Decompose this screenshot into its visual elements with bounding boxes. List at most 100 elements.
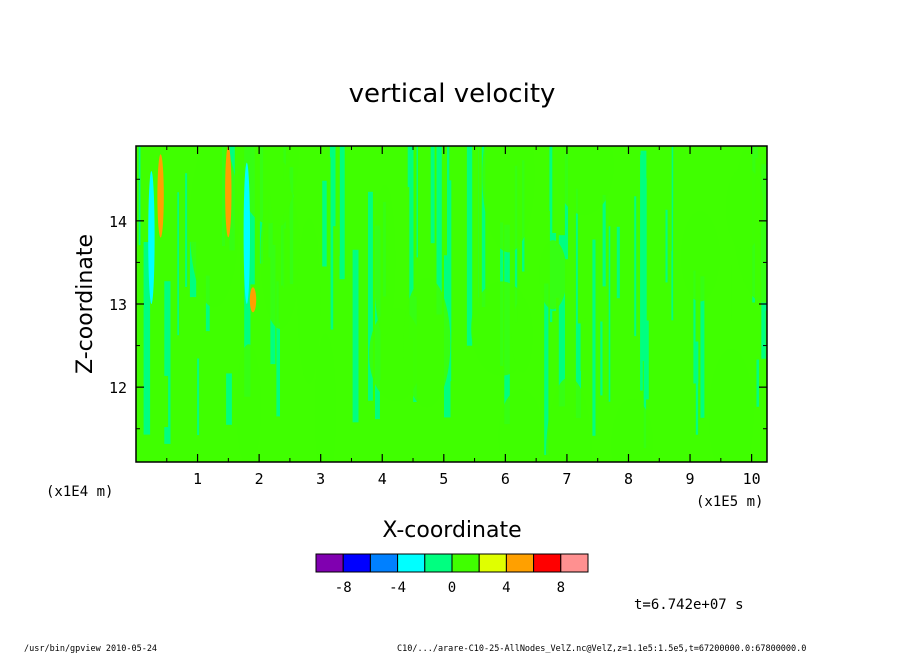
heatmap-patch (511, 298, 533, 373)
heatmap-streak (466, 146, 473, 346)
x-tick-label: 8 (624, 470, 633, 488)
heatmap-streak (143, 242, 151, 435)
heatmap-streak (634, 229, 639, 461)
heatmap-streak (616, 226, 620, 299)
heatmap-streak (558, 235, 565, 407)
y-tick-label: 14 (109, 213, 127, 231)
heatmap-streak (451, 253, 457, 342)
heatmap-streak (329, 146, 336, 330)
heatmap-patch (314, 333, 337, 462)
colorbar-swatch (451, 553, 480, 573)
heatmap-patch (554, 146, 614, 216)
heatmap-streak (157, 335, 164, 445)
heatmap-patch (236, 344, 262, 462)
heatmap-streak (226, 373, 232, 425)
heatmap-streak (695, 336, 699, 435)
colorbar-swatch (315, 553, 344, 573)
heatmap-streak (185, 173, 188, 287)
colorbar: -8 -4 0 4 8 (315, 553, 589, 596)
x-tick-label: 6 (501, 470, 510, 488)
heatmap-streak (536, 207, 542, 302)
heatmap-patch (482, 146, 535, 253)
heatmap-streak (276, 281, 280, 417)
heatmap-streak (673, 207, 678, 312)
heatmap-streak (250, 146, 255, 285)
heatmap-streak (390, 146, 397, 249)
heatmap-streak (360, 286, 364, 408)
heatmap-streak (530, 361, 537, 421)
heatmap-streak (436, 146, 442, 315)
heatmap-streak (407, 146, 414, 339)
y-axis: 12 13 14 (109, 178, 767, 430)
heatmap-feature-2 (225, 146, 232, 238)
heatmap-streak (402, 201, 404, 346)
heatmap-streak (317, 146, 324, 301)
heatmap-feature-4 (249, 287, 257, 313)
heatmap-streak (189, 241, 197, 298)
heatmap-streak (447, 180, 452, 382)
heatmap-streak (368, 191, 373, 401)
heatmap-streak (156, 382, 161, 436)
heatmap-streak (670, 260, 676, 438)
heatmap-streak (745, 278, 752, 380)
x-tick-label: 1 (193, 470, 202, 488)
colorbar-swatch (397, 553, 426, 573)
heatmap-streak (453, 191, 459, 304)
x-tick-label: 7 (562, 470, 571, 488)
colorbar-tick-label: 0 (448, 580, 456, 596)
colorbar-tick-label: -4 (389, 580, 406, 596)
colorbar-swatch (560, 553, 589, 573)
y-tick-label: 12 (109, 379, 127, 397)
x-tick-label: 2 (255, 470, 264, 488)
heatmap-streak (152, 146, 160, 304)
colorbar-swatch (424, 553, 453, 573)
heatmap-patch (403, 277, 451, 408)
heatmap-streak (333, 226, 337, 369)
heatmap-streak (580, 318, 586, 371)
heatmap-streak (322, 180, 327, 267)
x-tick-label: 4 (378, 470, 387, 488)
heatmap-streak (668, 146, 672, 252)
colorbar-swatch (533, 553, 562, 573)
heatmap-streak (138, 146, 141, 246)
heatmap-streak (485, 155, 490, 349)
heatmap-patch (725, 167, 764, 250)
heatmap-streak (665, 209, 668, 283)
heatmap-streak (352, 249, 359, 423)
x-scale-right-label: (x1E5 m) (696, 494, 763, 510)
x-axis-label: X-coordinate (382, 518, 521, 543)
y-tick-label: 13 (109, 296, 127, 314)
chart-title: vertical velocity (349, 79, 556, 109)
heatmap-patch (611, 398, 654, 462)
heatmap-streak (618, 359, 622, 428)
heatmap-patch (236, 146, 299, 224)
heatmap-streak (608, 226, 611, 402)
heatmap-streak (602, 194, 606, 287)
heatmap-streak (456, 222, 463, 302)
heatmap-streak (478, 146, 482, 358)
heatmap-feature-0 (148, 171, 155, 304)
heatmap-streak (166, 146, 169, 274)
heatmap-streak (161, 375, 169, 428)
heatmap-streak (264, 303, 267, 453)
heatmap-streak (630, 146, 634, 250)
heatmap-streak (671, 146, 674, 321)
heatmap-field (136, 146, 767, 462)
time-label: t=6.742e+07 s (634, 597, 744, 613)
heatmap-streak (362, 206, 368, 354)
heatmap-patch (546, 377, 592, 462)
heatmap-patch (189, 146, 239, 308)
heatmap-streak (628, 252, 632, 387)
heatmap-streak (719, 199, 723, 441)
x-axis: 1 2 3 4 5 6 7 8 9 10 (166, 146, 761, 488)
heatmap-streak (164, 281, 171, 444)
colorbar-swatch (369, 553, 399, 573)
heatmap-feature-3 (243, 162, 250, 304)
heatmap-streak (475, 146, 482, 327)
heatmap-streak (640, 150, 647, 361)
heatmap-streak (560, 146, 565, 298)
heatmap-streak (416, 146, 418, 258)
x-tick-label: 3 (316, 470, 325, 488)
heatmap-patch (373, 184, 396, 336)
